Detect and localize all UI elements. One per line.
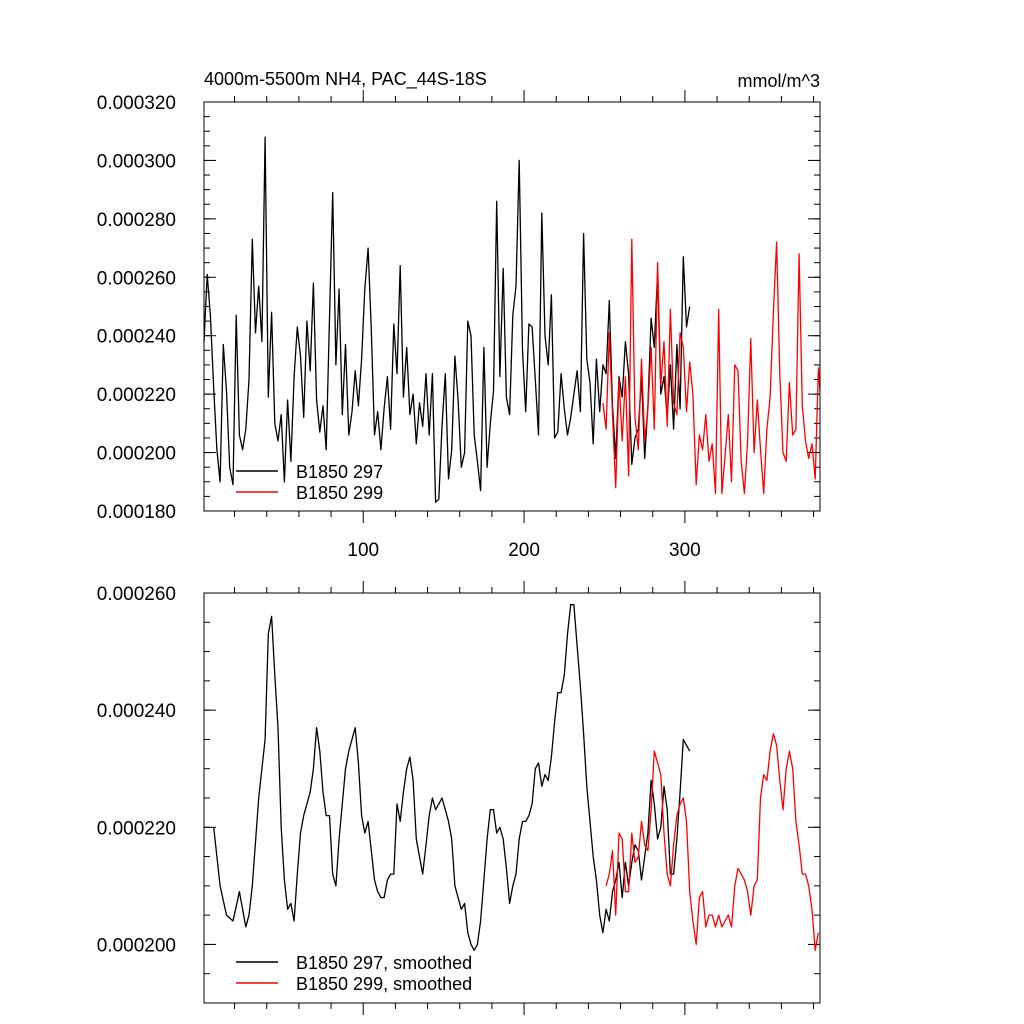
x-tick-label: 200 xyxy=(508,540,540,561)
y-tick-label: 0.000220 xyxy=(97,818,176,839)
y-tick-label: 0.000300 xyxy=(97,151,176,172)
bottom-panel: 0.000200 0.000220 0.000240 0.000260 B1850 2… xyxy=(97,581,821,1015)
series-line-red xyxy=(602,238,821,495)
top-panel-ticks: 0.000180 0.000200 0.000220 0.000240 0.000260… xyxy=(97,90,820,561)
bottom-panel-plot-area xyxy=(213,604,820,951)
y-tick-label: 0.000260 xyxy=(97,584,176,605)
y-tick-label: 0.000180 xyxy=(97,502,176,523)
x-tick-label: 100 xyxy=(347,540,379,561)
legend-label: B1850 297, smoothed xyxy=(296,953,472,973)
y-tick-label: 0.000200 xyxy=(97,444,176,465)
series-line-red xyxy=(605,732,820,951)
x-tick-label: 300 xyxy=(669,540,701,561)
y-tick-label: 0.000240 xyxy=(97,327,176,348)
y-tick-label: 0.000320 xyxy=(97,93,176,114)
units-label: mmol/m^3 xyxy=(738,71,820,91)
top-panel: 4000m-5500m NH4, PAC_44S-18S mmol/m^3 0.… xyxy=(97,69,821,561)
y-tick-label: 0.000220 xyxy=(97,385,176,406)
bottom-panel-frame xyxy=(203,592,821,1004)
bottom-panel-ticks: 0.000200 0.000220 0.000240 0.000260 xyxy=(97,581,820,1015)
y-tick-label: 0.000200 xyxy=(97,935,176,956)
chart-title: 4000m-5500m NH4, PAC_44S-18S xyxy=(204,69,487,90)
legend-label: B1850 299 xyxy=(296,483,383,503)
y-tick-label: 0.000240 xyxy=(97,701,176,722)
top-panel-plot-area xyxy=(203,136,821,503)
series-line-black xyxy=(203,136,691,503)
legend-label: B1850 297 xyxy=(296,462,383,482)
y-tick-label: 0.000280 xyxy=(97,210,176,231)
legend-label: B1850 299, smoothed xyxy=(296,974,472,994)
y-tick-label: 0.000260 xyxy=(97,268,176,289)
top-panel-frame xyxy=(203,101,821,512)
